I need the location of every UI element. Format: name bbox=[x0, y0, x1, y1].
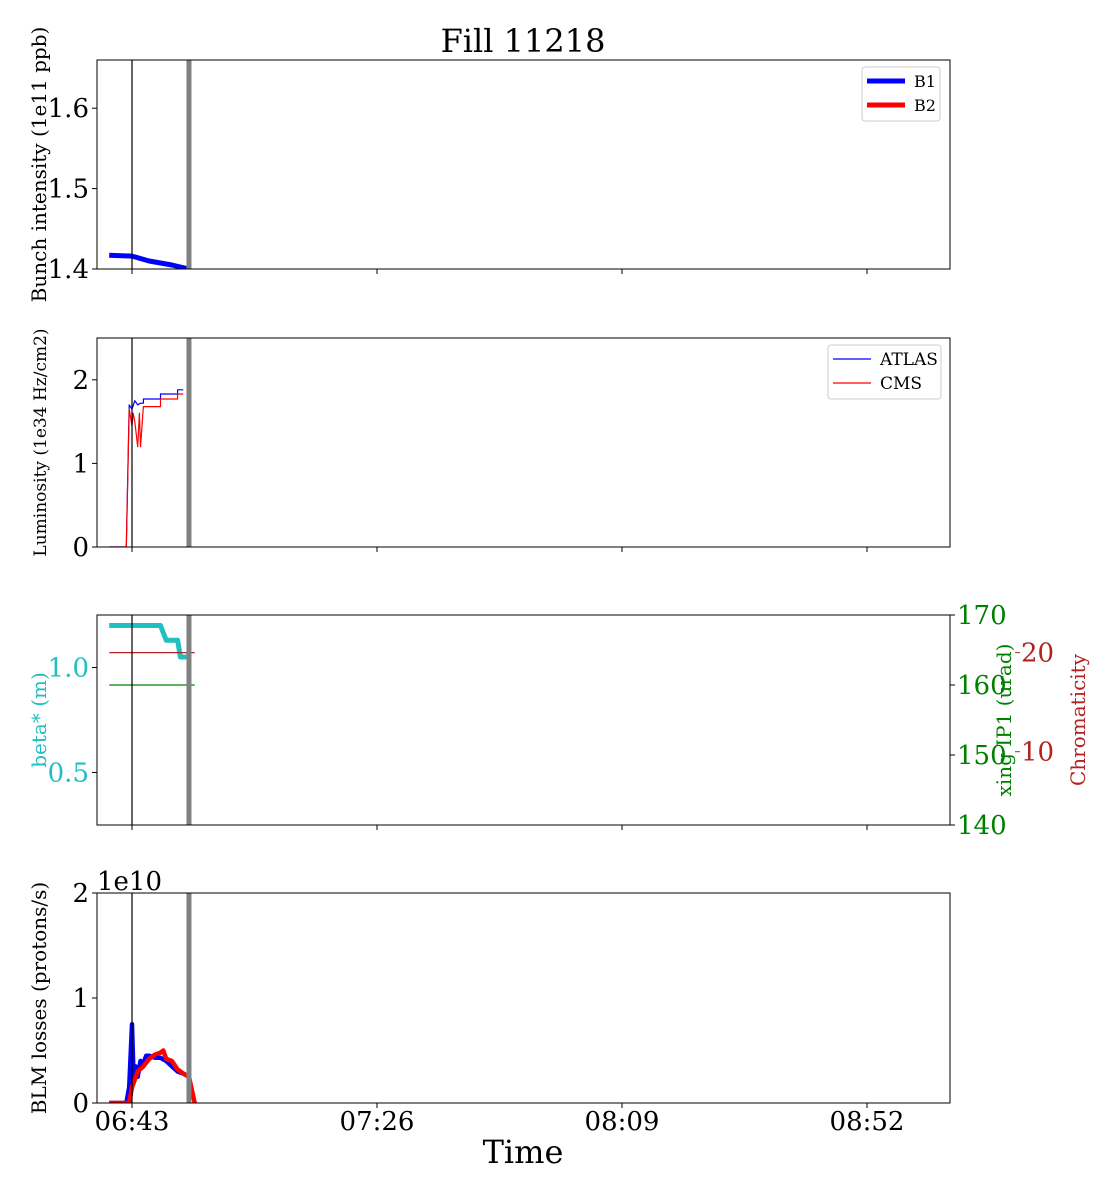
panel-2: 0 1 2 Luminosity (1e34 Hz/cm2) ATLAS CMS bbox=[31, 328, 951, 563]
y-tick-label: 1.0 bbox=[48, 654, 89, 684]
right-axis-label-2: Chromaticity bbox=[1066, 653, 1090, 786]
right-axis-label: xing IP1 (urad) bbox=[992, 644, 1016, 797]
right-tick-label: 150 bbox=[957, 741, 1007, 771]
right-tick-label-2: 10 bbox=[1021, 738, 1054, 768]
legend-label: B2 bbox=[914, 96, 936, 115]
y-tick-label: 1.5 bbox=[48, 175, 89, 205]
legend-label: CMS bbox=[880, 374, 922, 394]
legend-label: ATLAS bbox=[879, 350, 938, 370]
x-axis-label: Time bbox=[483, 1133, 564, 1171]
y-axis-label: beta* (m) bbox=[27, 672, 51, 768]
y-tick-label: 1.6 bbox=[48, 94, 89, 124]
right-tick-label-2: 20 bbox=[1021, 639, 1054, 669]
y-tick-label: 0 bbox=[72, 1089, 89, 1119]
x-tick-label: 08:09 bbox=[585, 1107, 660, 1137]
legend: ATLAS CMS bbox=[827, 344, 942, 400]
right-tick-label: 140 bbox=[957, 811, 1007, 841]
chart-title: Fill 11218 bbox=[441, 22, 606, 60]
x-tick-label: 08:52 bbox=[830, 1107, 905, 1137]
plot-frame bbox=[96, 614, 951, 826]
series-group bbox=[109, 389, 184, 547]
x-tick-label: 06:43 bbox=[95, 1107, 170, 1137]
series-line-cms bbox=[109, 393, 184, 547]
series-group bbox=[109, 252, 190, 269]
plot-frame bbox=[96, 59, 951, 270]
y-offset-label: 1e10 bbox=[97, 867, 162, 897]
x-tick-label: 07:26 bbox=[340, 1107, 415, 1137]
y-tick-label: 1 bbox=[72, 984, 89, 1014]
right-tick-label: 170 bbox=[957, 601, 1007, 631]
y-tick-label: 2 bbox=[72, 879, 89, 909]
right-tick-label: 160 bbox=[957, 671, 1007, 701]
series-group bbox=[109, 623, 195, 686]
series-line-1 bbox=[109, 1022, 191, 1103]
y-axis-label: Luminosity (1e34 Hz/cm2) bbox=[31, 328, 51, 556]
y-tick-label: 1 bbox=[72, 449, 89, 479]
y-axis-label: Bunch intensity (1e11 ppb) bbox=[27, 27, 51, 303]
series-group bbox=[109, 1022, 197, 1103]
plot-frame bbox=[96, 892, 951, 1104]
y-tick-label: 0.5 bbox=[48, 759, 89, 789]
y-tick-label: 0 bbox=[72, 533, 89, 563]
series-line-atlas bbox=[109, 389, 184, 547]
plot-frame bbox=[96, 337, 951, 548]
legend-label: B1 bbox=[914, 72, 936, 91]
y-tick-label: 2 bbox=[72, 366, 89, 396]
y-axis-label: BLM losses (protons/s) bbox=[27, 882, 51, 1114]
y-tick-label: 1.4 bbox=[48, 255, 89, 285]
panel-4: 06:43 07:26 08:09 08:52 0 1 2 BLM losses (proto… bbox=[27, 867, 951, 1137]
series-line-b1 bbox=[109, 252, 190, 269]
series-line-1 bbox=[109, 623, 189, 660]
series-line-2 bbox=[109, 1048, 197, 1103]
